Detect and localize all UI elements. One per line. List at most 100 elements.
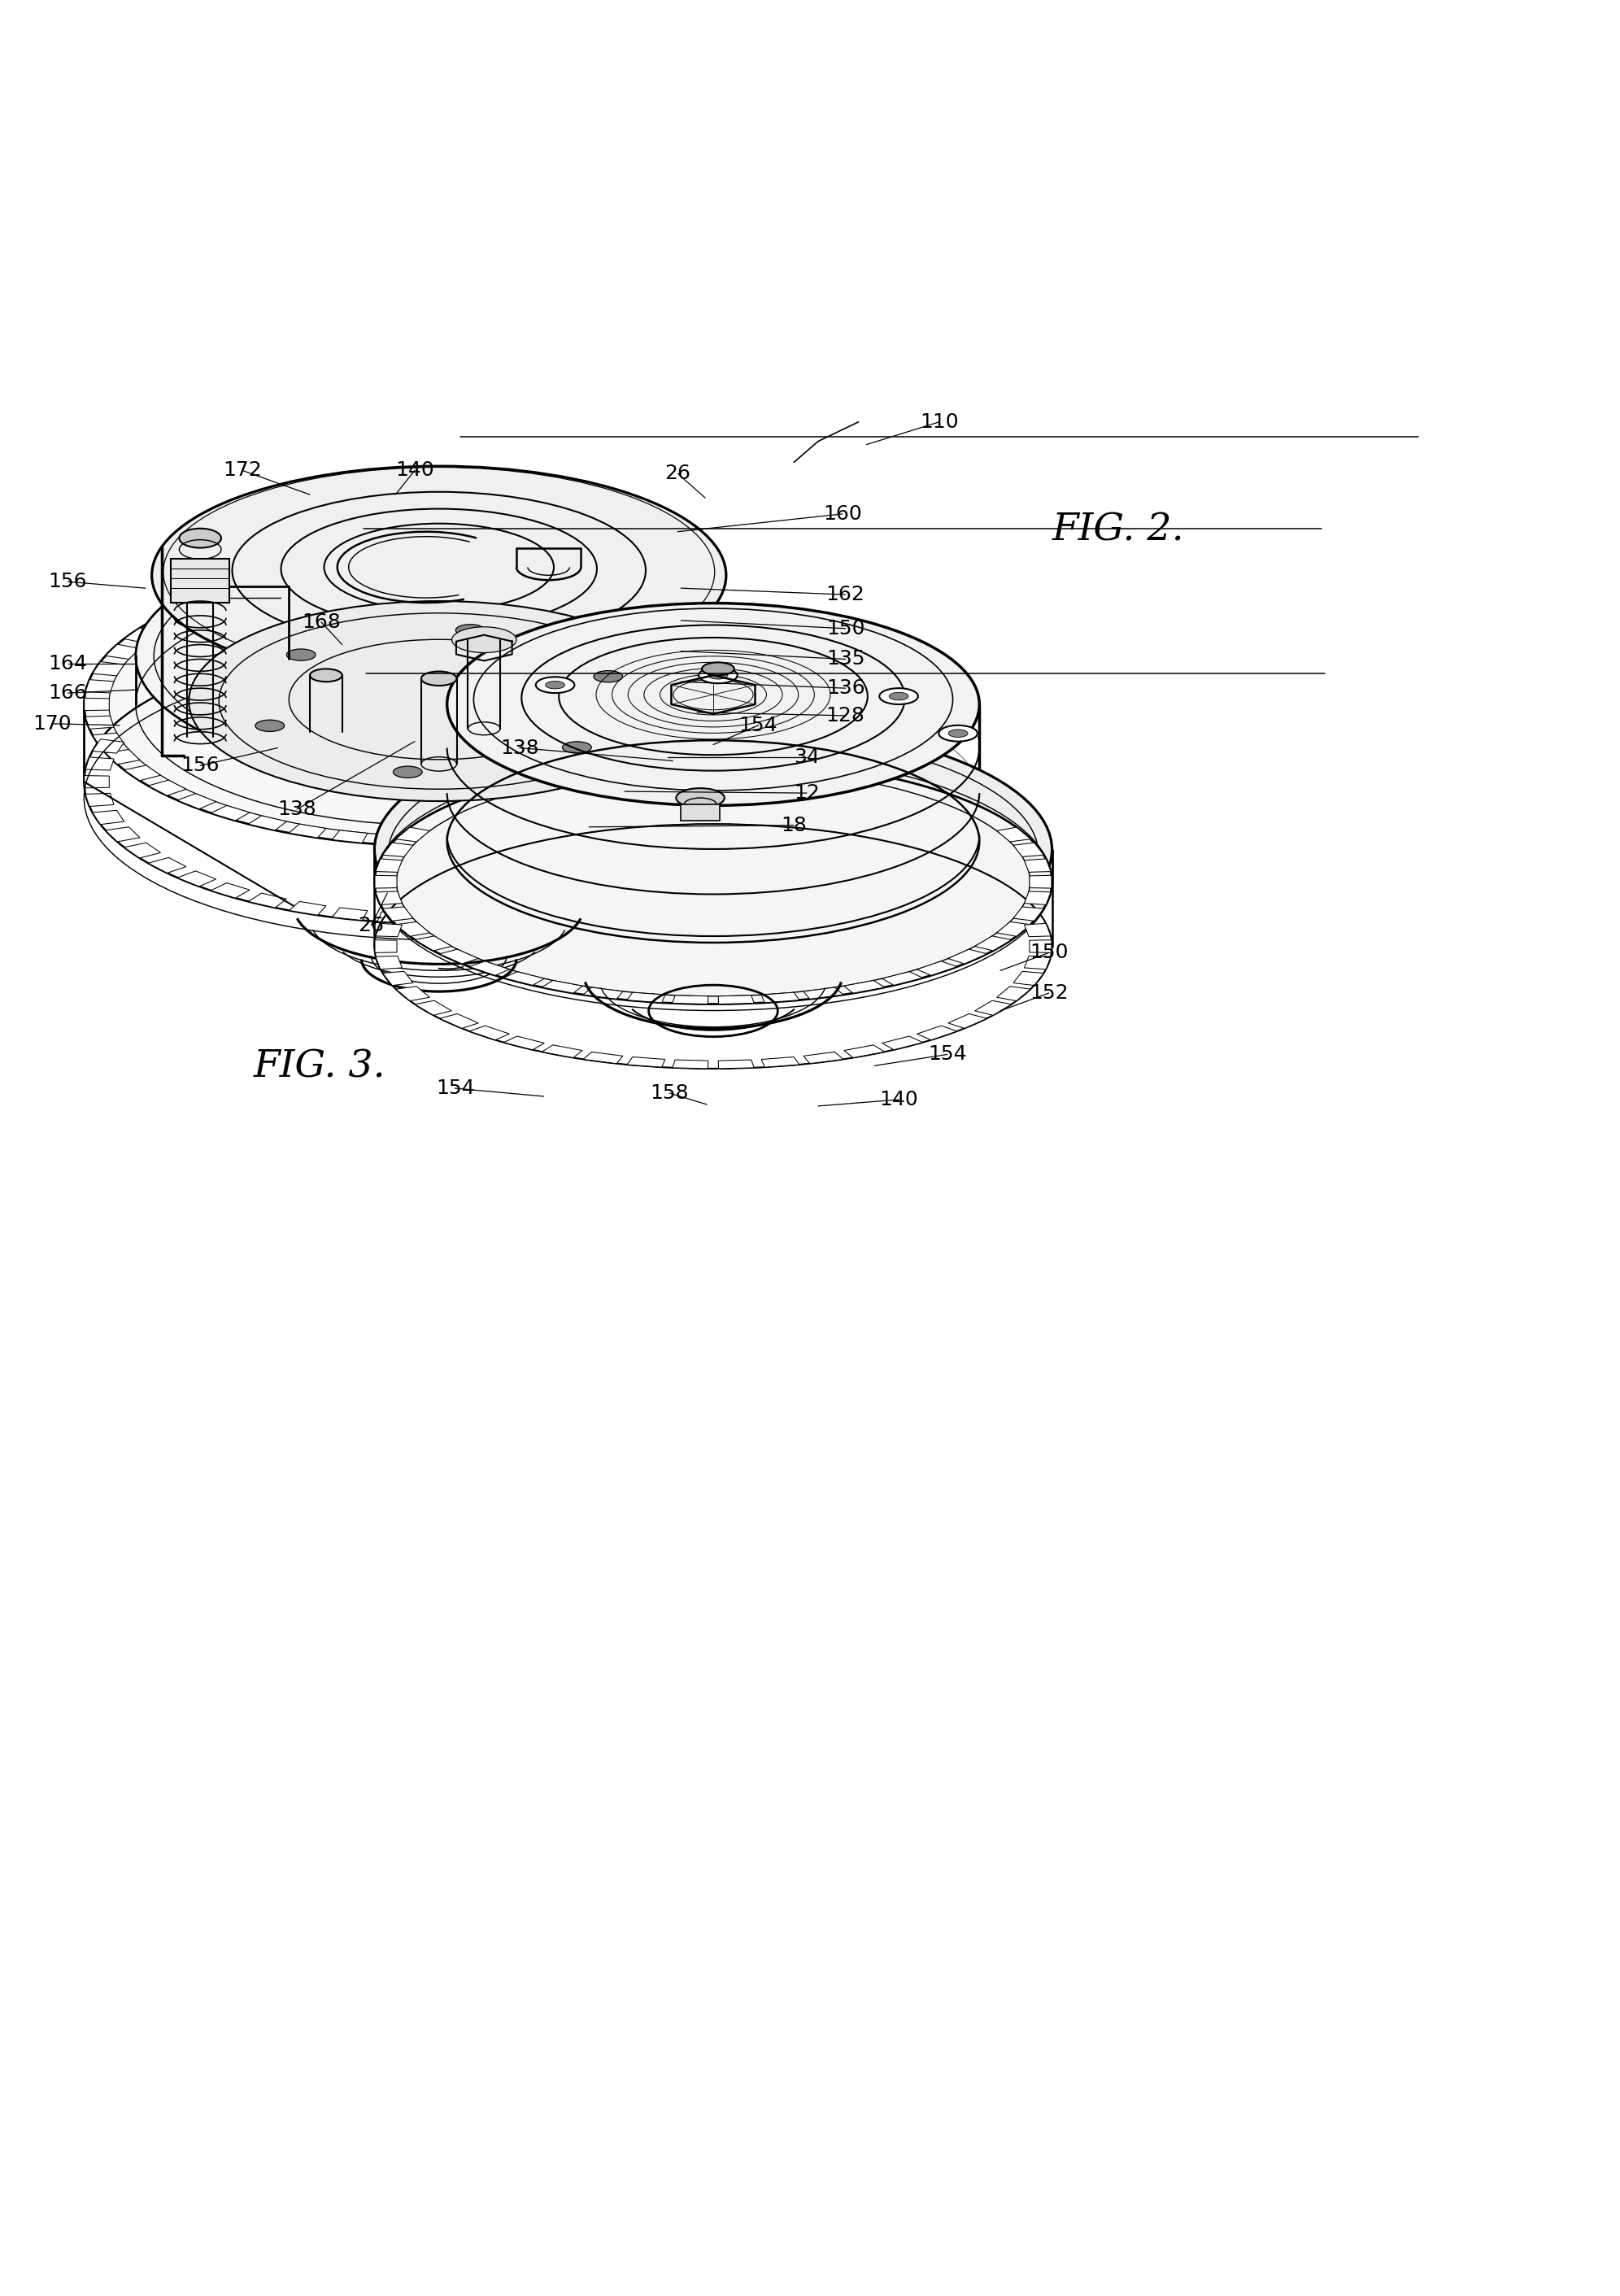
Ellipse shape [287, 650, 316, 661]
Polygon shape [844, 980, 885, 994]
Polygon shape [377, 912, 410, 923]
Polygon shape [552, 824, 590, 838]
Text: 12: 12 [794, 783, 820, 804]
Polygon shape [105, 748, 139, 765]
Polygon shape [591, 893, 630, 907]
Polygon shape [84, 698, 109, 709]
Ellipse shape [593, 670, 622, 682]
Polygon shape [395, 987, 429, 1001]
Polygon shape [948, 1015, 987, 1029]
Polygon shape [105, 827, 139, 843]
Polygon shape [1014, 971, 1043, 985]
Polygon shape [125, 843, 160, 859]
Polygon shape [423, 914, 455, 923]
Polygon shape [382, 907, 413, 921]
Polygon shape [881, 1035, 923, 1049]
Ellipse shape [447, 604, 980, 806]
Ellipse shape [889, 693, 909, 700]
Ellipse shape [708, 670, 727, 680]
Polygon shape [211, 588, 249, 604]
Text: 170: 170 [32, 714, 71, 732]
Ellipse shape [152, 466, 726, 684]
Polygon shape [765, 680, 792, 693]
Polygon shape [211, 884, 249, 898]
Polygon shape [541, 980, 583, 994]
Polygon shape [917, 962, 957, 976]
Polygon shape [374, 939, 397, 953]
Text: 156: 156 [49, 572, 87, 592]
Text: 140: 140 [880, 1091, 919, 1109]
Polygon shape [376, 955, 402, 969]
Polygon shape [718, 629, 753, 643]
Polygon shape [86, 758, 113, 769]
Polygon shape [591, 815, 630, 831]
Polygon shape [1014, 907, 1043, 921]
Ellipse shape [698, 668, 737, 684]
Polygon shape [470, 1026, 509, 1040]
Text: 150: 150 [826, 618, 865, 638]
Polygon shape [680, 804, 719, 820]
Ellipse shape [880, 689, 919, 705]
Ellipse shape [562, 742, 591, 753]
Polygon shape [996, 827, 1030, 843]
Text: 152: 152 [1029, 983, 1068, 1003]
Text: 138: 138 [501, 737, 539, 758]
Ellipse shape [190, 602, 688, 801]
Polygon shape [541, 1045, 583, 1058]
Polygon shape [86, 716, 113, 730]
Polygon shape [86, 680, 113, 693]
Polygon shape [92, 810, 125, 824]
Polygon shape [504, 1035, 544, 1049]
Polygon shape [172, 560, 230, 602]
Text: 26: 26 [358, 916, 384, 934]
Ellipse shape [394, 767, 423, 778]
Polygon shape [975, 1001, 1011, 1015]
Text: 172: 172 [222, 461, 261, 480]
Polygon shape [804, 1052, 842, 1063]
Polygon shape [248, 579, 287, 592]
Polygon shape [917, 1026, 957, 1040]
Polygon shape [765, 794, 792, 806]
Polygon shape [468, 833, 501, 845]
Polygon shape [395, 921, 429, 937]
Polygon shape [583, 1052, 624, 1063]
Text: 158: 158 [650, 1084, 688, 1102]
Ellipse shape [546, 682, 565, 689]
Ellipse shape [84, 563, 794, 847]
Polygon shape [761, 1056, 799, 1068]
Polygon shape [149, 781, 186, 797]
Polygon shape [672, 996, 708, 1003]
Polygon shape [439, 948, 478, 964]
Text: 168: 168 [301, 613, 340, 631]
Polygon shape [996, 921, 1030, 937]
Polygon shape [510, 831, 546, 843]
Polygon shape [92, 732, 125, 746]
Polygon shape [177, 599, 215, 615]
Text: 154: 154 [436, 1079, 475, 1097]
Text: FIG. 2.: FIG. 2. [1051, 512, 1184, 549]
Text: 138: 138 [277, 799, 316, 820]
Polygon shape [765, 716, 792, 730]
Polygon shape [376, 891, 402, 905]
Text: 34: 34 [794, 748, 820, 767]
Polygon shape [177, 870, 215, 886]
Ellipse shape [701, 661, 734, 675]
Text: 26: 26 [664, 464, 690, 484]
Polygon shape [1030, 939, 1051, 953]
Ellipse shape [536, 677, 575, 693]
Polygon shape [629, 806, 667, 820]
Polygon shape [753, 661, 786, 675]
Polygon shape [332, 565, 368, 579]
Polygon shape [125, 629, 160, 643]
Polygon shape [629, 884, 667, 898]
Polygon shape [510, 565, 546, 579]
Polygon shape [288, 572, 326, 585]
Polygon shape [948, 948, 987, 964]
Polygon shape [718, 996, 753, 1003]
Polygon shape [470, 962, 509, 976]
Polygon shape [881, 971, 923, 985]
Polygon shape [125, 765, 160, 781]
Polygon shape [1030, 875, 1051, 889]
Text: 136: 136 [826, 677, 865, 698]
Polygon shape [468, 912, 501, 923]
